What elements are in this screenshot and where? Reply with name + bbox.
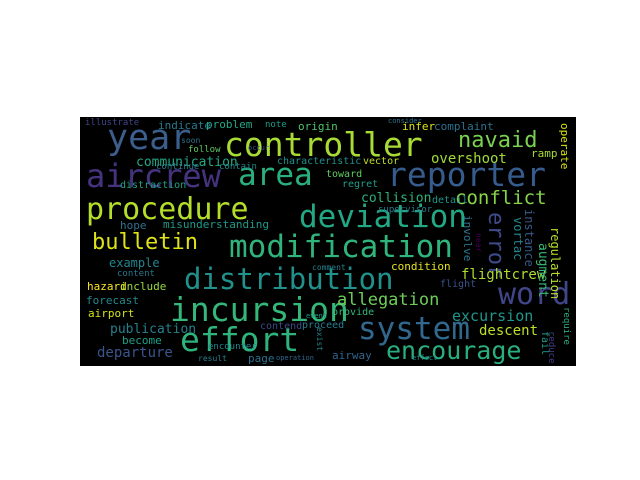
word: ramp bbox=[531, 148, 558, 159]
word: supervisor bbox=[378, 206, 432, 215]
word: descent bbox=[479, 324, 538, 338]
word: exist bbox=[315, 327, 323, 351]
word: vector bbox=[363, 157, 399, 167]
word: airway bbox=[332, 350, 372, 361]
word: page bbox=[248, 353, 275, 364]
word: navaid bbox=[458, 130, 537, 152]
word: misunderstanding bbox=[163, 219, 269, 230]
word: problem bbox=[206, 119, 252, 130]
word: encounter bbox=[208, 343, 257, 352]
word: contend bbox=[260, 322, 302, 332]
word: occur bbox=[248, 145, 269, 152]
word: involve bbox=[462, 215, 473, 261]
word: follow bbox=[188, 146, 221, 155]
word: comment bbox=[312, 264, 346, 272]
word: overshoot bbox=[431, 152, 507, 166]
word: origin bbox=[298, 121, 338, 132]
word: require bbox=[561, 307, 570, 345]
word-cloud: controller year navaid aircrew area repo… bbox=[80, 117, 576, 366]
word: departure bbox=[97, 346, 173, 360]
word: regret bbox=[342, 180, 378, 190]
word: become bbox=[122, 335, 162, 346]
word: note bbox=[265, 121, 287, 130]
word: vortac bbox=[512, 217, 524, 260]
word: condition bbox=[391, 261, 451, 272]
word: example bbox=[109, 257, 160, 269]
word: illustrate bbox=[85, 119, 139, 128]
word: airport bbox=[88, 308, 134, 319]
word: continue bbox=[156, 163, 199, 172]
word: effect bbox=[412, 355, 437, 362]
word: detail bbox=[432, 196, 468, 206]
word: characteristic bbox=[277, 157, 361, 167]
word: event bbox=[306, 313, 327, 320]
word: distraction bbox=[120, 181, 186, 191]
word: consider bbox=[388, 118, 422, 125]
word: complaint bbox=[434, 121, 494, 132]
word: hope bbox=[120, 220, 147, 231]
word: operate bbox=[559, 123, 570, 169]
word: regulation bbox=[549, 227, 561, 299]
word: reduce bbox=[546, 331, 555, 364]
word: bulletin bbox=[92, 232, 198, 254]
word: contain bbox=[219, 163, 257, 172]
word: forecast bbox=[86, 295, 139, 306]
word: operation bbox=[276, 355, 314, 362]
word: flight bbox=[440, 280, 476, 290]
word: encourage bbox=[386, 338, 521, 363]
word: content bbox=[117, 270, 155, 279]
word: include bbox=[120, 281, 166, 292]
word: excursion bbox=[452, 309, 533, 324]
word: conflict bbox=[455, 189, 547, 208]
word: near bbox=[474, 233, 482, 252]
word: soon bbox=[181, 137, 200, 145]
word: result bbox=[198, 355, 227, 363]
word: indicate bbox=[158, 120, 211, 131]
word: provide bbox=[332, 308, 374, 318]
word: collision bbox=[361, 192, 431, 205]
word: modification bbox=[229, 232, 453, 263]
